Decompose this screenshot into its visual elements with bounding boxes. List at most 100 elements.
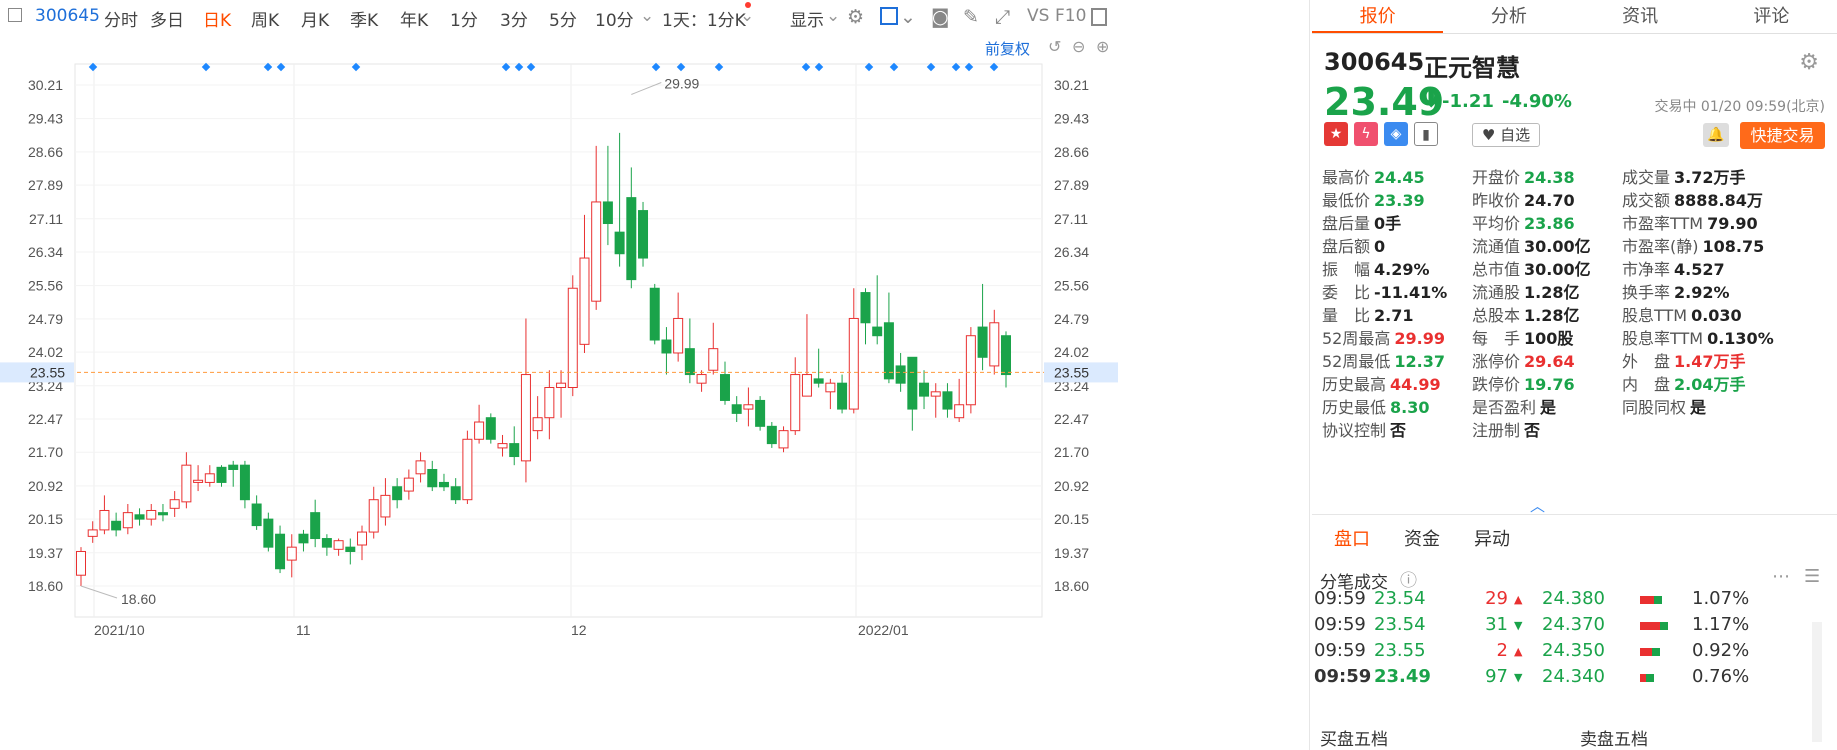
camera-icon[interactable]: ◙: [931, 6, 950, 28]
display-menu[interactable]: 显示: [790, 11, 824, 31]
quote-field: 协议控制否: [1322, 417, 1406, 441]
tab-comments[interactable]: 评论: [1753, 6, 1790, 27]
tab-5min[interactable]: 5分: [549, 11, 577, 31]
vs-button[interactable]: VS: [1027, 6, 1050, 26]
candle-body: [450, 486, 461, 501]
tab-pankou[interactable]: 盘口: [1334, 529, 1370, 550]
f10-button[interactable]: F10: [1055, 6, 1087, 26]
tab-news[interactable]: 资讯: [1622, 6, 1659, 27]
kline-chart[interactable]: 30.21 30.21 29.43 29.43 28.66 28.66 27.89 27.89…: [0, 34, 1310, 750]
fullscreen-icon[interactable]: ⤢: [995, 6, 1011, 28]
bell-icon[interactable]: 🔔: [1703, 123, 1729, 147]
gear-icon[interactable]: ⚙: [1799, 50, 1819, 75]
quote-field-value: 108.75: [1702, 237, 1765, 256]
menu-icon[interactable]: ☰: [1804, 566, 1821, 587]
candle-body: [801, 374, 812, 397]
quote-field-label: 每 手: [1472, 329, 1521, 348]
trade-volume: 29: [1485, 588, 1508, 609]
tab-analysis[interactable]: 分析: [1490, 6, 1527, 27]
candle-body: [204, 473, 215, 483]
candle-body: [392, 486, 403, 501]
tab-niank[interactable]: 年K: [400, 11, 429, 31]
quote-field: 流通股 1.28亿: [1472, 279, 1580, 303]
chevron-down-icon[interactable]: ⌄: [826, 6, 841, 26]
panel-icon[interactable]: [1091, 8, 1107, 26]
quote-field: 市净率 4.527: [1622, 256, 1725, 280]
candle-body: [544, 386, 555, 419]
candle-body: [591, 201, 602, 302]
tab-rik[interactable]: 日K: [203, 11, 232, 31]
candle-body: [380, 494, 391, 518]
zoom-out-icon[interactable]: ⊖: [1072, 37, 1086, 56]
triangle-down-icon: ▼: [1514, 671, 1523, 684]
more-icon[interactable]: ⋯: [1772, 566, 1790, 587]
color-square-icon[interactable]: [880, 7, 898, 25]
tab-10min[interactable]: 10分: [595, 11, 634, 31]
quote-field-label: 盘后量: [1322, 214, 1371, 233]
quote-field-value: 100股: [1524, 329, 1574, 348]
quote-field-value: 4.527: [1674, 260, 1725, 279]
quote-field: 股息率TTM 0.130%: [1622, 325, 1774, 349]
candle-body: [228, 464, 239, 470]
chevron-down-icon[interactable]: ⌄: [740, 6, 755, 26]
tab-3min[interactable]: 3分: [500, 11, 528, 31]
candle-body: [719, 374, 730, 401]
quick-trade-button[interactable]: 快捷交易: [1740, 122, 1825, 149]
tab-1min[interactable]: 1分: [450, 11, 478, 31]
quote-field-value: 24.70: [1524, 191, 1575, 210]
tab-quote[interactable]: 报价: [1312, 0, 1444, 33]
chart-svg[interactable]: 30.21 30.21 29.43 29.43 28.66 28.66 27.89 27.89…: [0, 34, 1118, 750]
tab-yidong[interactable]: 异动: [1474, 529, 1510, 550]
quote-field-label: 市盈率TTM: [1622, 214, 1704, 233]
quote-field-value: 19.76: [1524, 375, 1575, 394]
info-icon[interactable]: ⓘ: [1400, 571, 1417, 591]
candle-body: [181, 464, 192, 503]
trade-row: 09:59 23.54 31 ▼ 24.370 1.17%: [1312, 614, 1837, 642]
settings-icon[interactable]: ⚙: [847, 6, 865, 28]
candle-body: [134, 514, 145, 520]
zoom-in-icon[interactable]: ⊕: [1096, 37, 1110, 56]
watchlist-button[interactable]: ♥ 自选: [1472, 123, 1540, 147]
y-tick-label-right: 20.15: [1054, 511, 1089, 527]
quote-fields: 最高价 24.45 开盘价 24.38 成交量 3.72万手 最低价 23.39 昨收价 24.7…: [1312, 156, 1837, 466]
pencil-icon[interactable]: ✎: [963, 6, 979, 28]
current-price-badge-left: [0, 362, 74, 383]
bookmark-icon[interactable]: ▮: [1414, 122, 1438, 146]
book-bar: [1640, 648, 1660, 656]
book-bar: [1640, 622, 1668, 630]
adjust-link[interactable]: 前复权: [985, 40, 1031, 58]
tab-duori[interactable]: 多日: [150, 11, 184, 31]
tab-fenshi[interactable]: 分时: [104, 11, 138, 31]
y-tick-label-right: 24.02: [1054, 344, 1089, 360]
current-price-badge-right: [1044, 362, 1118, 383]
tab-zijin[interactable]: 资金: [1404, 529, 1440, 550]
y-tick-label-left: 30.21: [28, 77, 63, 93]
tab-jik[interactable]: 季K: [350, 11, 379, 31]
quote-field-label: 委 比: [1322, 283, 1371, 302]
candle-body: [684, 348, 695, 376]
plot-frame: [74, 63, 1043, 618]
chevron-down-icon[interactable]: ⌄: [640, 6, 655, 26]
trade-row: 09:59 23.54 29 ▲ 24.380 1.07%: [1312, 588, 1837, 616]
scrollbar[interactable]: [1812, 622, 1822, 742]
candle-body: [415, 460, 426, 475]
sidebar-toggle-icon[interactable]: [8, 8, 22, 22]
sell-book-title: 卖盘五档: [1580, 730, 1648, 750]
chevron-up-icon[interactable]: ︿: [1530, 497, 1546, 515]
undo-icon[interactable]: ↺: [1048, 37, 1062, 56]
tab-zhouk[interactable]: 周K: [251, 11, 280, 31]
event-marker-icon: [351, 62, 361, 72]
quote-field-label: 市净率: [1622, 260, 1671, 279]
chevron-down-icon[interactable]: ⌄: [900, 6, 916, 28]
y-tick-label-right: 22.47: [1054, 411, 1089, 427]
quote-field-value: 否: [1524, 421, 1541, 440]
quote-field: 开盘价 24.38: [1472, 164, 1575, 188]
stock-name: 正元智慧: [1424, 54, 1520, 82]
x-tick-label: 2022/01: [858, 622, 909, 638]
candle-body: [848, 317, 859, 410]
min-label: 18.60: [121, 591, 156, 607]
quote-field: 盘后额 0: [1322, 233, 1385, 257]
quote-field-value: 3.72万手: [1674, 168, 1746, 187]
tab-yuek[interactable]: 月K: [301, 11, 330, 31]
period-select[interactable]: 1天：1分K: [662, 11, 746, 31]
